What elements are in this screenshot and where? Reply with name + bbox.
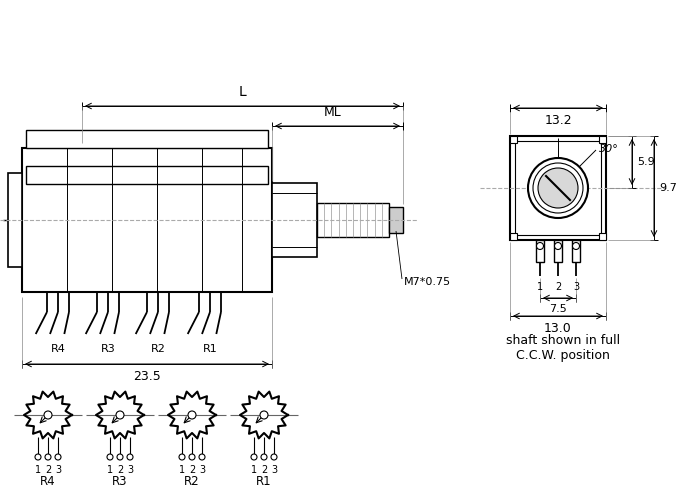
Bar	[510, 136, 606, 240]
Bar	[510, 136, 517, 143]
Text: 13.2: 13.2	[544, 114, 572, 127]
Text: shaft shown in full
C.C.W. position: shaft shown in full C.C.W. position	[506, 334, 620, 362]
Circle shape	[271, 454, 277, 460]
Text: R3: R3	[112, 475, 127, 488]
Text: R1: R1	[202, 344, 218, 354]
Circle shape	[179, 454, 185, 460]
Circle shape	[528, 158, 588, 218]
Circle shape	[260, 411, 268, 419]
Bar	[26, 130, 268, 148]
Bar	[536, 240, 544, 262]
Text: 9.7: 9.7	[659, 183, 677, 193]
Circle shape	[261, 454, 267, 460]
Text: 3: 3	[271, 465, 277, 475]
Circle shape	[536, 243, 543, 249]
Bar	[515, 141, 601, 235]
Circle shape	[188, 411, 196, 419]
Text: 1: 1	[537, 282, 543, 292]
Text: R4: R4	[40, 475, 56, 488]
Circle shape	[554, 243, 561, 249]
Text: 2: 2	[189, 465, 195, 475]
Bar	[8, 173, 22, 267]
Text: ML: ML	[323, 106, 342, 119]
Text: 1: 1	[251, 465, 257, 475]
Bar	[599, 233, 606, 240]
Text: R4: R4	[50, 344, 65, 354]
Text: M7*0.75: M7*0.75	[404, 277, 451, 287]
Circle shape	[44, 411, 52, 419]
Circle shape	[251, 454, 257, 460]
Circle shape	[533, 163, 583, 213]
Text: R2: R2	[150, 344, 165, 354]
Circle shape	[538, 168, 578, 208]
Bar	[26, 166, 268, 184]
Bar	[22, 148, 272, 292]
Text: L: L	[239, 85, 246, 99]
Circle shape	[45, 454, 51, 460]
Text: 3: 3	[55, 465, 61, 475]
Circle shape	[199, 454, 205, 460]
Text: 2: 2	[45, 465, 51, 475]
Bar	[317, 203, 389, 237]
Text: 23.5: 23.5	[133, 370, 161, 383]
Text: R1: R1	[256, 475, 272, 488]
Bar	[389, 207, 403, 233]
Bar	[599, 136, 606, 143]
Circle shape	[117, 454, 123, 460]
Text: 2: 2	[555, 282, 561, 292]
Text: 1: 1	[35, 465, 41, 475]
Circle shape	[127, 454, 133, 460]
Circle shape	[55, 454, 61, 460]
Text: 2: 2	[117, 465, 123, 475]
Text: 13.0: 13.0	[544, 322, 572, 335]
Text: 5.9: 5.9	[637, 157, 654, 167]
Circle shape	[189, 454, 195, 460]
Bar	[554, 240, 562, 262]
Text: 7.5: 7.5	[549, 304, 567, 314]
Circle shape	[107, 454, 113, 460]
Text: 3: 3	[199, 465, 205, 475]
Circle shape	[35, 454, 41, 460]
Bar	[572, 240, 580, 262]
Bar	[272, 183, 317, 257]
Circle shape	[116, 411, 124, 419]
Text: R3: R3	[101, 344, 116, 354]
Text: 2: 2	[261, 465, 267, 475]
Text: 3: 3	[127, 465, 133, 475]
Circle shape	[573, 243, 580, 249]
Bar	[510, 233, 517, 240]
Text: R2: R2	[184, 475, 199, 488]
Text: 1: 1	[107, 465, 113, 475]
Text: 3: 3	[573, 282, 579, 292]
Text: 1: 1	[179, 465, 185, 475]
Text: 30°: 30°	[599, 144, 619, 154]
